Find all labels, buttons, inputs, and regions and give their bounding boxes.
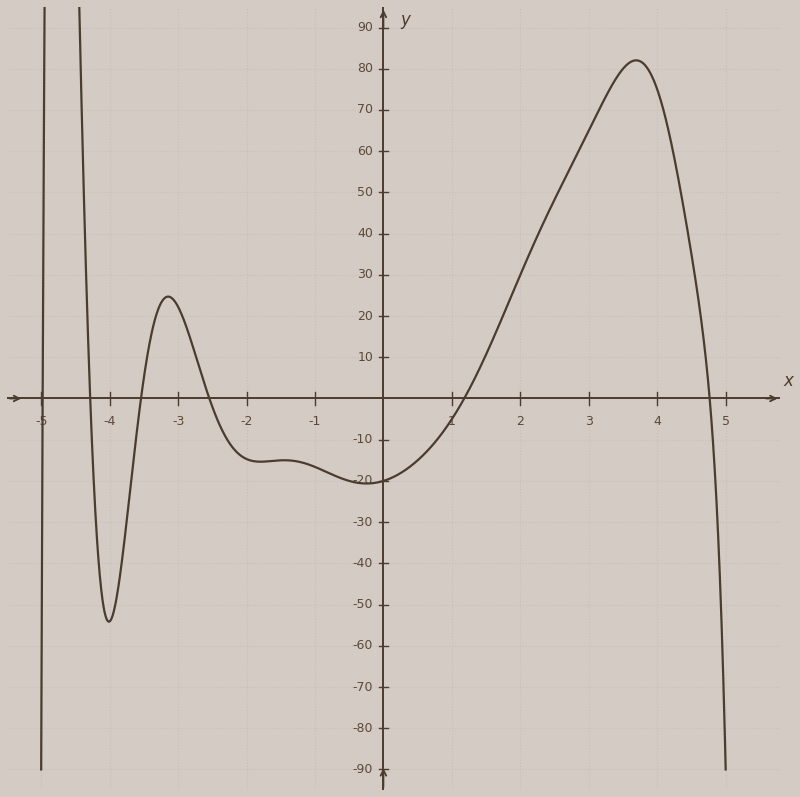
Text: x: x — [784, 372, 794, 391]
Text: -1: -1 — [309, 415, 321, 428]
Text: -40: -40 — [353, 557, 373, 570]
Text: 5: 5 — [722, 415, 730, 428]
Text: 80: 80 — [357, 62, 373, 75]
Text: 90: 90 — [358, 21, 373, 34]
Text: 40: 40 — [358, 227, 373, 240]
Text: -3: -3 — [172, 415, 184, 428]
Text: -70: -70 — [353, 681, 373, 693]
Text: -4: -4 — [103, 415, 116, 428]
Text: 30: 30 — [358, 269, 373, 281]
Text: 1: 1 — [448, 415, 456, 428]
Text: 3: 3 — [585, 415, 593, 428]
Text: -60: -60 — [353, 639, 373, 652]
Text: -5: -5 — [35, 415, 47, 428]
Text: y: y — [401, 11, 410, 29]
Text: -50: -50 — [353, 598, 373, 611]
Text: 2: 2 — [516, 415, 524, 428]
Text: -30: -30 — [353, 516, 373, 528]
Text: -10: -10 — [353, 434, 373, 446]
Text: 50: 50 — [357, 186, 373, 199]
Text: 70: 70 — [357, 104, 373, 116]
Text: -80: -80 — [353, 722, 373, 735]
Text: 10: 10 — [358, 351, 373, 363]
Text: 20: 20 — [358, 309, 373, 323]
Text: -20: -20 — [353, 474, 373, 488]
Text: 4: 4 — [654, 415, 661, 428]
Text: 60: 60 — [358, 145, 373, 158]
Text: -90: -90 — [353, 763, 373, 776]
Text: -2: -2 — [240, 415, 253, 428]
